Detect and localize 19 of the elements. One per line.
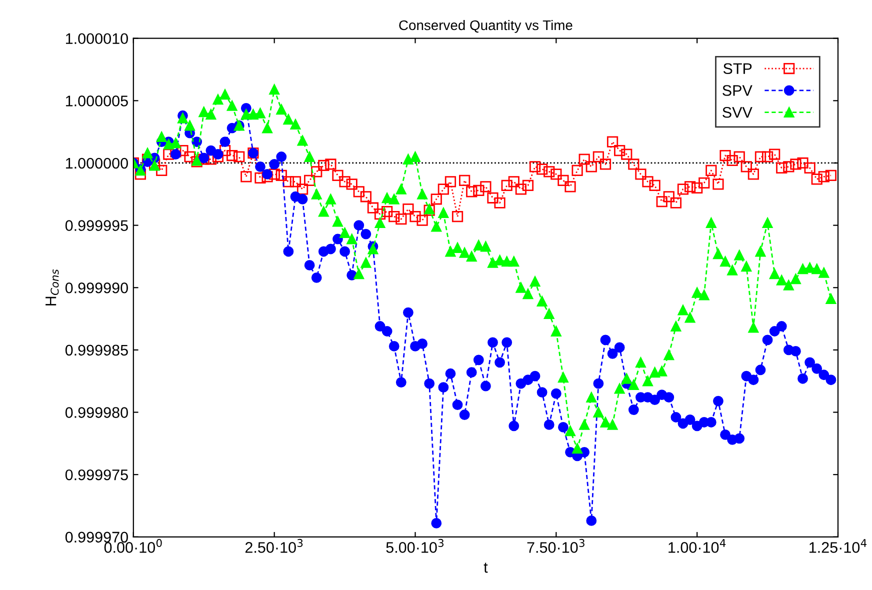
y-tick-label: 0.999975 [65,469,128,480]
x-tick-label: 5.00·10$^{3}$ [386,538,444,553]
y-tick-label: 0.999985 [65,344,128,356]
legend-label: STP [723,63,752,74]
x-tick-label: 1.00·10$^{4}$ [668,539,726,553]
x-tick-label: 1.25·10$^{4}$ [810,539,867,553]
legend-label: SVV [722,106,752,118]
y-axis-title: H$_{Cons}$ [46,269,59,306]
chart-title: Conserved Quantity vs Time [399,20,572,33]
y-tick-label: 0.999995 [65,220,128,231]
x-tick-label: 2.50·10$^{3}$ [245,538,303,553]
y-tick-label: 0.999990 [65,282,128,294]
x-axis-title: t [484,562,488,573]
legend-label: SPV [722,85,752,96]
y-tick-label: 0.999980 [65,407,128,418]
y-tick-label: 1.000000 [66,158,128,169]
y-tick-label: 1.000005 [66,96,128,106]
y-tick-label: 1.000010 [66,33,128,44]
x-tick-label: 7.50·10$^{3}$ [527,538,584,553]
